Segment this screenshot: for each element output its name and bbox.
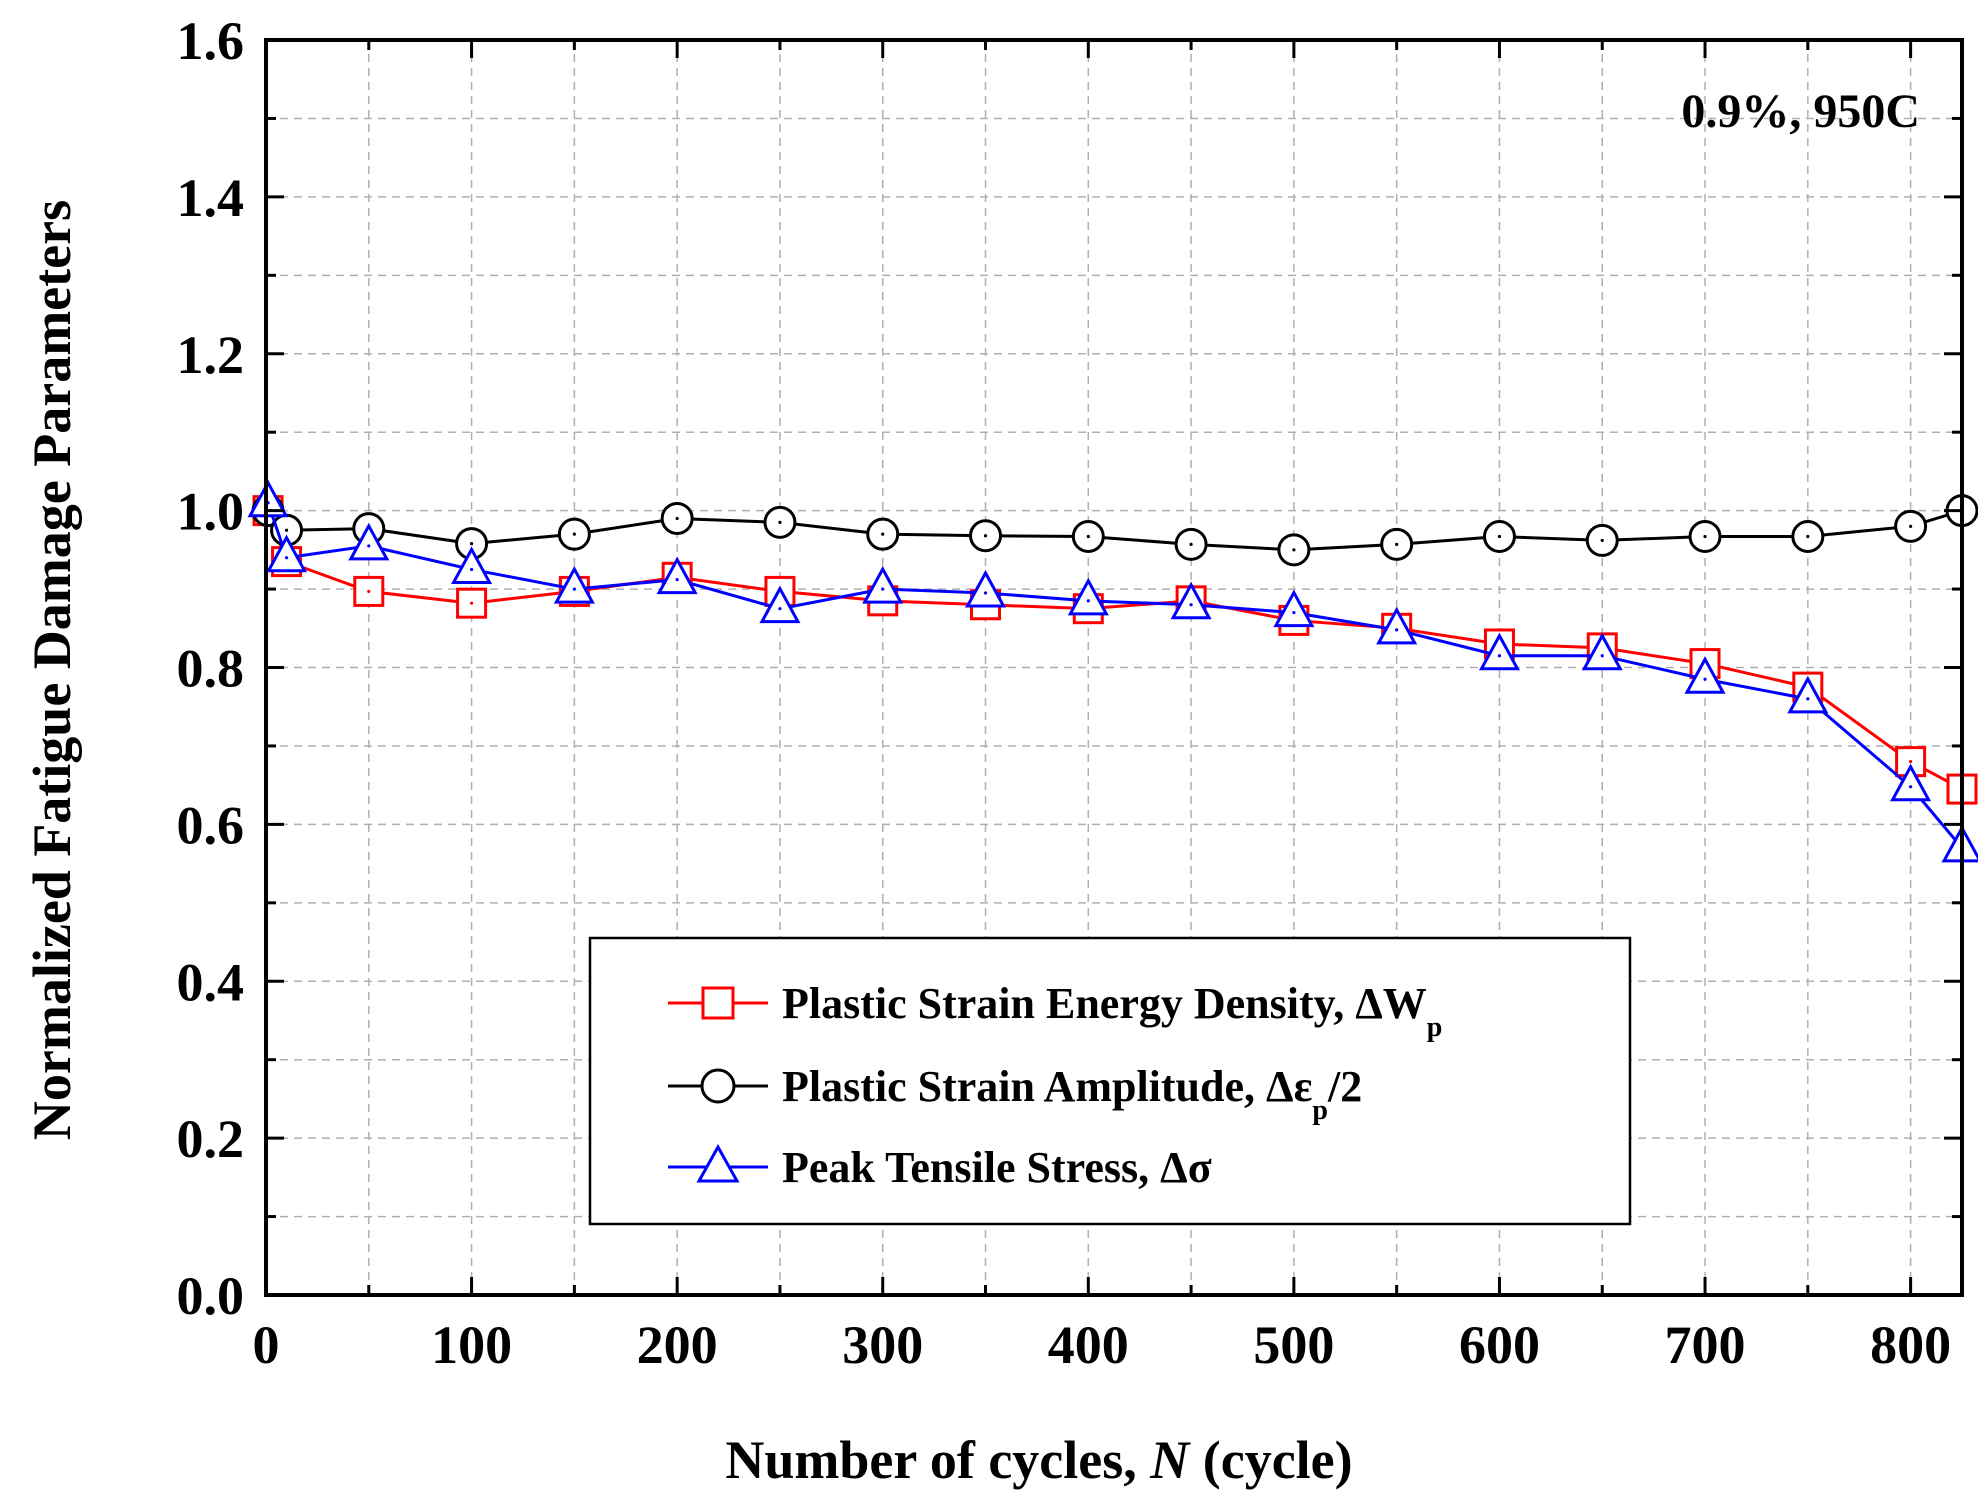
data-point-triangle	[247, 479, 289, 518]
x-tick-label: 300	[842, 1315, 923, 1375]
data-point-triangle	[656, 556, 698, 595]
x-tick-label: 600	[1459, 1315, 1540, 1375]
data-point-center	[1189, 603, 1193, 607]
x-tick-label: 700	[1665, 1315, 1746, 1375]
data-point-center	[1292, 610, 1296, 615]
y-tick-label: 1.2	[177, 325, 245, 385]
data-point-center	[1189, 542, 1193, 546]
data-point-triangle	[451, 546, 493, 584]
legend-box	[588, 936, 1632, 1226]
data-point-triangle	[1684, 656, 1726, 694]
data-point-center	[1909, 785, 1913, 789]
legend: Plastic Strain Energy Density, ΔWp Plast…	[588, 936, 1632, 1226]
axis-ticks: 0 100 200 300 400 500 600 700 800 0.0 0.2 0.4 0.6 0.8…	[177, 11, 1962, 1375]
data-point-center	[1600, 654, 1604, 658]
data-point-triangle	[1478, 632, 1520, 671]
data-point-center	[1806, 534, 1810, 539]
data-point-triangle	[1376, 606, 1418, 645]
data-point-center	[469, 541, 474, 546]
data-point-center	[983, 591, 988, 595]
y-tick-label: 0.0	[177, 1266, 245, 1326]
x-tick-label: 0	[253, 1315, 280, 1375]
data-point-center	[881, 532, 885, 536]
y-tick-label: 1.0	[177, 482, 245, 542]
legend-label-strain-amplitude: Plastic Strain Amplitude, Δεp/2	[782, 1062, 1362, 1126]
data-point-center	[1703, 534, 1707, 539]
data-point-center	[367, 589, 371, 594]
legend-label-energy-density: Plastic Strain Energy Density, ΔWp	[782, 979, 1442, 1043]
legend-label-peak-stress: Peak Tensile Stress, Δσ	[782, 1143, 1212, 1192]
data-point-triangle	[1170, 581, 1212, 620]
data-point-center	[284, 556, 289, 560]
y-axis-title: Normalized Fatigue Damage Parameters	[22, 200, 82, 1140]
legend-item-energy-density: Plastic Strain Energy Density, ΔWp	[668, 979, 1442, 1043]
x-tick-label: 200	[637, 1315, 718, 1375]
data-point-center	[778, 520, 782, 524]
data-point-center	[1292, 548, 1296, 552]
y-tick-label: 0.6	[177, 795, 245, 855]
data-point-triangle	[862, 565, 904, 604]
data-point-center	[1497, 654, 1502, 658]
data-point-center	[1086, 534, 1090, 539]
legend-item-peak-stress: Peak Tensile Stress, Δσ	[668, 1143, 1212, 1192]
series-circle	[251, 494, 1978, 567]
data-point-triangle	[1581, 632, 1623, 671]
data-point-center	[983, 534, 988, 538]
series-triangle	[247, 479, 1978, 863]
series-layer	[247, 479, 1978, 863]
data-point-center	[572, 587, 576, 591]
data-point-center	[469, 567, 474, 572]
legend-item-strain-amplitude: Plastic Strain Amplitude, Δεp/2	[668, 1062, 1362, 1126]
data-point-triangle	[964, 569, 1007, 608]
data-point-triangle	[1067, 577, 1109, 616]
data-point-center	[675, 516, 679, 521]
data-point-center	[1909, 760, 1913, 764]
x-tick-label: 100	[431, 1315, 512, 1375]
data-point-center	[469, 601, 474, 605]
y-tick-label: 0.8	[177, 639, 245, 699]
data-point-triangle	[1787, 675, 1829, 714]
data-point-center	[1086, 599, 1090, 603]
data-point-triangle	[553, 565, 595, 604]
data-point-center	[1395, 628, 1399, 632]
annotation-label: 0.9%, 950C	[1681, 85, 1920, 138]
data-point-center	[1703, 677, 1707, 681]
y-tick-label: 1.6	[177, 11, 245, 71]
data-point-center	[572, 532, 576, 536]
x-tick-label: 800	[1870, 1315, 1951, 1375]
data-point-center	[881, 587, 885, 591]
data-point-center	[778, 607, 782, 611]
legend-marker-triangle	[696, 1143, 740, 1183]
x-tick-label: 400	[1048, 1315, 1129, 1375]
data-point-center	[284, 528, 289, 532]
data-point-center	[1909, 524, 1913, 528]
data-point-center	[367, 544, 371, 548]
legend-marker-circle	[700, 1068, 736, 1104]
data-point-triangle	[1273, 589, 1315, 628]
data-point-center	[1497, 534, 1502, 539]
data-point-triangle	[266, 534, 308, 573]
data-point-center	[675, 578, 679, 582]
data-point-center	[1806, 697, 1810, 701]
y-tick-label: 0.2	[177, 1109, 245, 1169]
data-point-triangle	[1890, 763, 1932, 802]
x-axis-title: Number of cycles, N (cycle)	[725, 1430, 1352, 1490]
legend-marker-square	[701, 986, 735, 1020]
data-point-triangle	[759, 585, 801, 624]
data-point-center	[1600, 538, 1604, 543]
data-point-center	[1395, 542, 1399, 546]
y-tick-label: 1.4	[177, 168, 245, 228]
x-tick-label: 500	[1253, 1315, 1334, 1375]
y-tick-label: 0.4	[177, 952, 245, 1012]
data-point-triangle	[348, 522, 390, 561]
